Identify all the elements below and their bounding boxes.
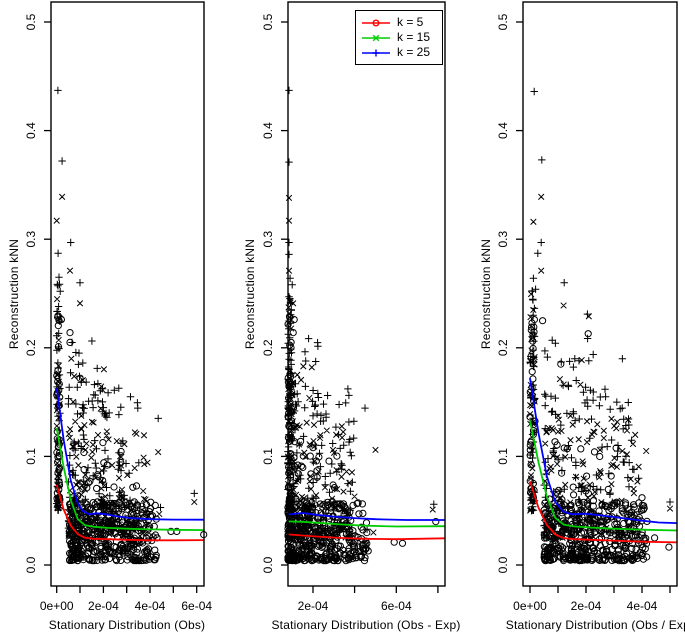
svg-text:0.5: 0.5 bbox=[496, 13, 510, 30]
svg-text:0.4: 0.4 bbox=[496, 122, 510, 139]
legend-swatch-k25-plus-icon bbox=[362, 49, 390, 56]
svg-text:0.2: 0.2 bbox=[261, 339, 275, 356]
panel-3-trend-lines bbox=[529, 378, 678, 544]
svg-text:0.1: 0.1 bbox=[496, 448, 510, 465]
panel-1-scatter bbox=[53, 86, 208, 565]
svg-text:0.2: 0.2 bbox=[496, 339, 510, 356]
panel-2-axes: 2e-04 6e-04 0.0 0.1 0.2 0.3 0.4 0.5 bbox=[261, 1, 446, 613]
y-axis-title-panel-2: Reconstruction kNN bbox=[243, 238, 257, 350]
y-axis-title-panel-3: Reconstruction kNN bbox=[479, 238, 493, 350]
panel-1-trend-lines bbox=[55, 387, 204, 542]
legend-label-k25: k = 25 bbox=[397, 45, 431, 59]
svg-text:0.1: 0.1 bbox=[24, 448, 38, 465]
panel-2-scatter bbox=[284, 86, 440, 565]
svg-text:0.3: 0.3 bbox=[496, 231, 510, 248]
legend-item-k5: k = 5 bbox=[361, 15, 437, 30]
svg-text:4e-04: 4e-04 bbox=[627, 599, 658, 613]
panel-2-trend-lines bbox=[287, 512, 446, 541]
panel-1-axes: 0e+00 2e-04 4e-04 6e-04 0.0 0.1 0.2 0.3 0.4 0.5 bbox=[24, 1, 212, 613]
svg-text:0.3: 0.3 bbox=[261, 231, 275, 248]
svg-text:2e-04: 2e-04 bbox=[298, 599, 329, 613]
panel-3-scatter bbox=[526, 87, 674, 565]
legend-item-k15: k = 15 bbox=[361, 30, 437, 45]
legend-label-k15: k = 15 bbox=[397, 30, 431, 44]
svg-text:4e-04: 4e-04 bbox=[135, 599, 166, 613]
svg-text:0.0: 0.0 bbox=[496, 556, 510, 573]
legend-label-k5: k = 5 bbox=[397, 15, 424, 29]
legend-swatch-k15-x-icon bbox=[362, 34, 390, 41]
svg-text:0e+00: 0e+00 bbox=[513, 599, 547, 613]
svg-text:0.0: 0.0 bbox=[24, 556, 38, 573]
svg-text:2e-04: 2e-04 bbox=[571, 599, 602, 613]
legend-item-k25: k = 25 bbox=[361, 45, 437, 60]
svg-text:0.3: 0.3 bbox=[24, 231, 38, 248]
svg-text:0.0: 0.0 bbox=[261, 556, 275, 573]
svg-text:6e-04: 6e-04 bbox=[181, 599, 212, 613]
x-axis-title-panel-2: Stationary Distribution (Obs - Exp) bbox=[271, 618, 461, 632]
panel-3-axes: 0e+00 2e-04 4e-04 0.0 0.1 0.2 0.3 0.4 0.5 bbox=[496, 1, 678, 613]
svg-text:0e+00: 0e+00 bbox=[40, 599, 74, 613]
svg-text:0.4: 0.4 bbox=[24, 122, 38, 139]
x-axis-title-panel-1: Stationary Distribution (Obs) bbox=[48, 618, 206, 632]
svg-text:0.1: 0.1 bbox=[261, 448, 275, 465]
legend-swatch-k5-circle-icon bbox=[362, 18, 390, 26]
x-axis-title-panel-3: Stationary Distribution (Obs / Exp) bbox=[505, 618, 685, 632]
svg-text:0.2: 0.2 bbox=[24, 339, 38, 356]
legend: k = 5 k = 15 k = 25 bbox=[355, 10, 443, 65]
svg-text:0.5: 0.5 bbox=[24, 13, 38, 30]
svg-text:0.4: 0.4 bbox=[261, 122, 275, 139]
svg-text:0.5: 0.5 bbox=[261, 13, 275, 30]
y-axis-title-panel-1: Reconstruction kNN bbox=[7, 238, 21, 350]
svg-text:2e-04: 2e-04 bbox=[88, 599, 119, 613]
svg-text:6e-04: 6e-04 bbox=[381, 599, 412, 613]
